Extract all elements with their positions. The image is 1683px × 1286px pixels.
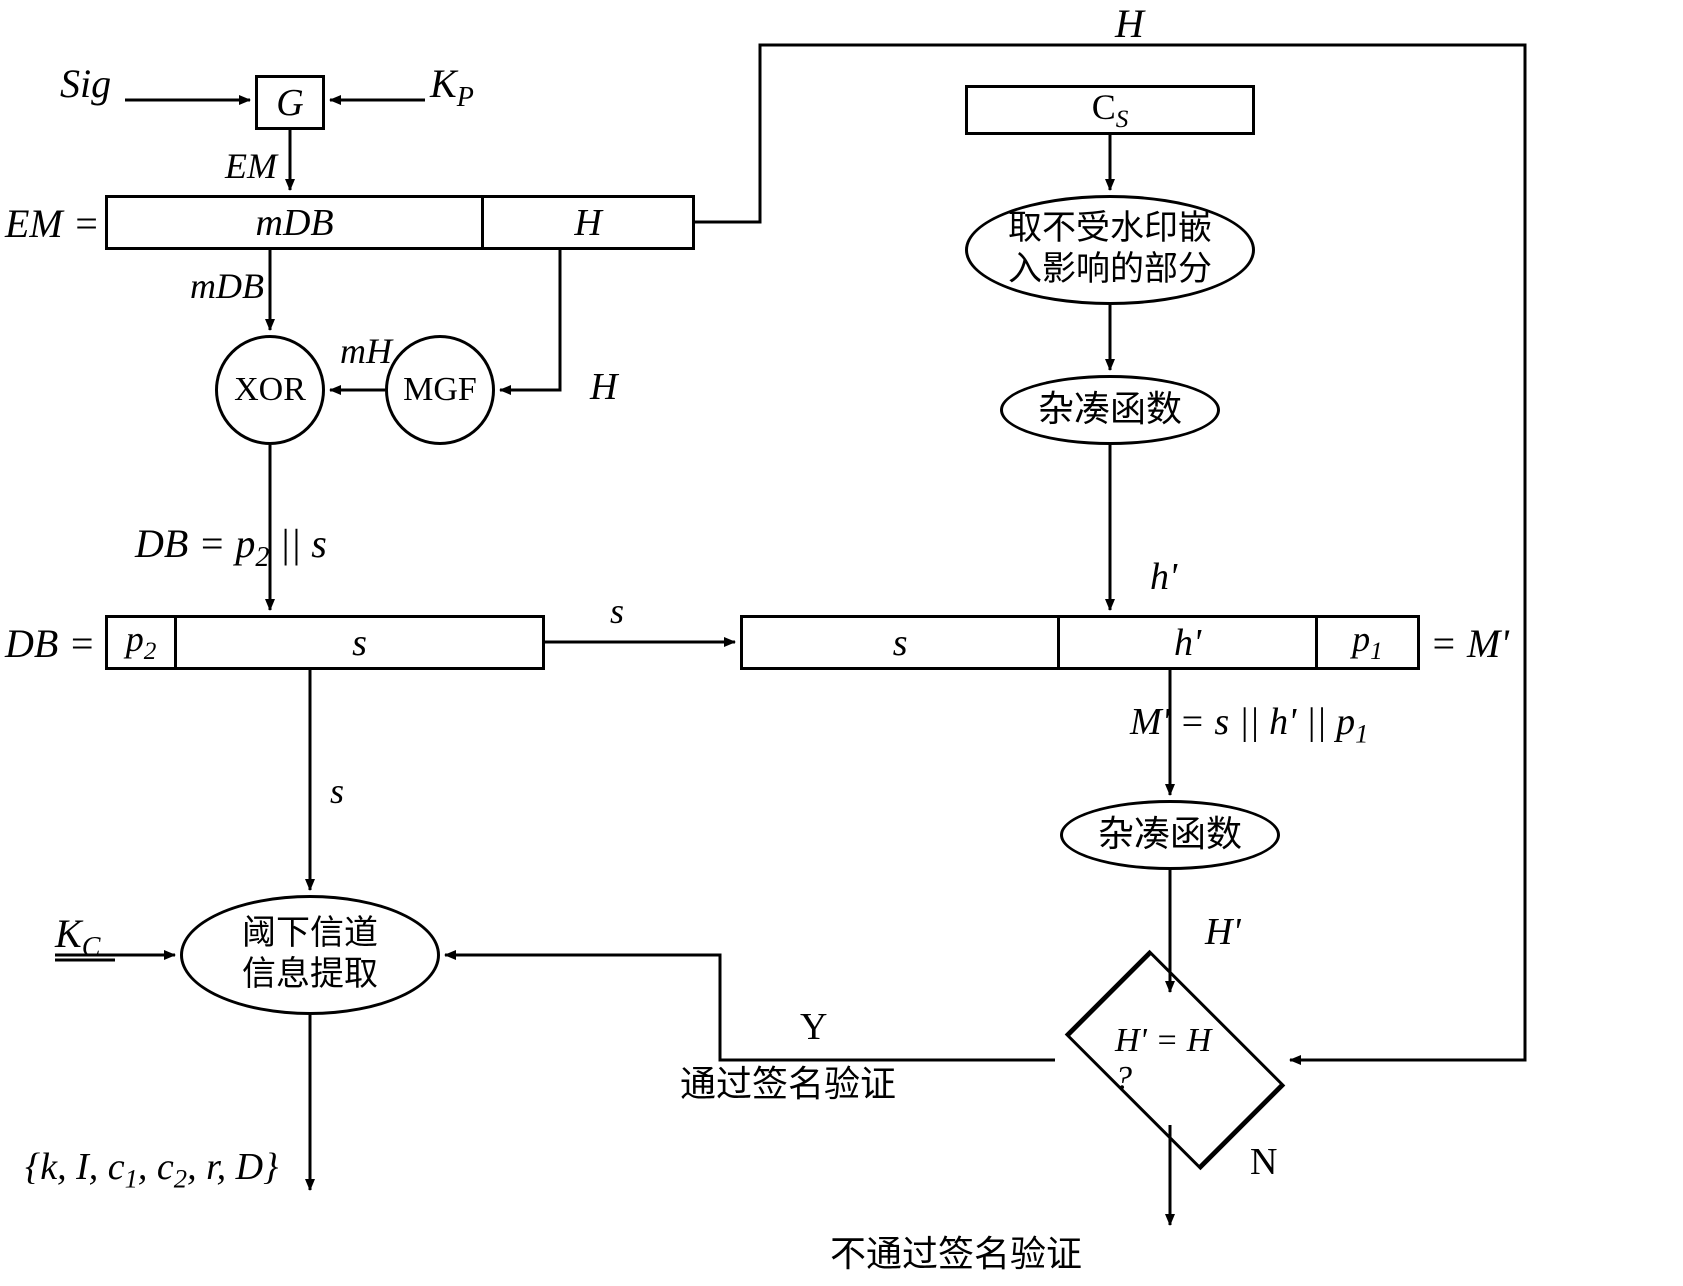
label-s-down: s: [330, 770, 344, 812]
ellipse-extract: 取不受水印嵌入影响的部分: [965, 195, 1255, 305]
cell-s: s: [177, 618, 542, 667]
ellipse-subchannel: 阈下信道信息提取: [180, 895, 440, 1015]
label-yes-text: 通过签名验证: [680, 1055, 896, 1107]
cell-mdb: mDB: [108, 198, 484, 247]
label-h-top: H: [1115, 0, 1144, 47]
label-mh: mH: [340, 330, 392, 372]
label-s-right: s: [610, 590, 624, 632]
circle-mgf: MGF: [385, 335, 495, 445]
label-kp: KP: [430, 60, 474, 114]
label-yes: Y: [800, 1005, 827, 1049]
box-em: mDB H: [105, 195, 695, 250]
label-mprime-expr: M' = s || h' || p1: [1130, 700, 1368, 750]
ellipse-hash1: 杂凑函数: [1000, 375, 1220, 445]
label-mdb-arrow: mDB: [190, 265, 264, 307]
box-g: G: [255, 75, 325, 130]
label-eq-mprime: = M': [1430, 620, 1509, 667]
label-em-arrow: EM: [225, 145, 277, 187]
box-mprime: s h' p1: [740, 615, 1420, 670]
circle-xor: XOR: [215, 335, 325, 445]
cell-hprime: h': [1060, 618, 1318, 667]
label-sig: Sig: [60, 60, 111, 107]
label-no: N: [1250, 1140, 1277, 1184]
label-db-expr: DB = p2 || s: [135, 520, 327, 574]
box-cs: CS: [965, 85, 1255, 135]
label-kc: KC: [55, 910, 100, 964]
label-h-cap-prime: H': [1205, 910, 1241, 954]
label-no-text: 不通过签名验证: [830, 1225, 1082, 1277]
label-db-eq: DB =: [5, 620, 95, 667]
cell-h: H: [484, 198, 692, 247]
label-em-eq: EM =: [5, 200, 100, 247]
box-db: p2 s: [105, 615, 545, 670]
cell-p1: p1: [1318, 618, 1417, 667]
diamond-compare: H' = H ?: [1115, 1000, 1235, 1120]
cell-s2: s: [743, 618, 1060, 667]
cell-p2: p2: [108, 618, 177, 667]
label-h-side: H: [590, 365, 617, 409]
label-output: {k, I, c1, c2, r, D}: [25, 1145, 278, 1195]
ellipse-hash2: 杂凑函数: [1060, 800, 1280, 870]
label-hprime-arrow: h': [1150, 555, 1177, 599]
